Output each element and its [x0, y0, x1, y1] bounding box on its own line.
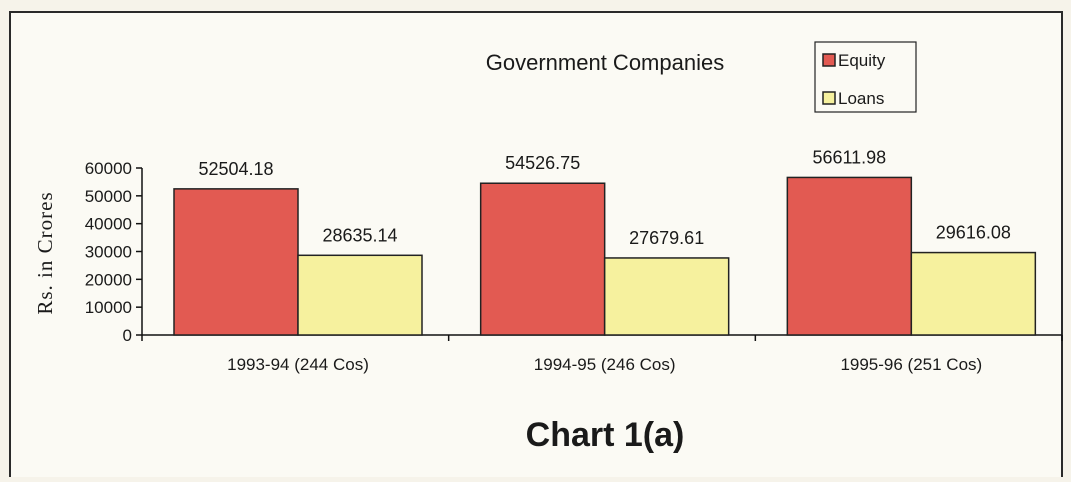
legend-swatch-loans — [822, 91, 836, 105]
data-label-equity: 54526.75 — [505, 153, 580, 173]
chart-caption: Chart 1(a) — [526, 416, 685, 454]
data-label-loans: 27679.61 — [629, 228, 704, 248]
legend-label-equity: Equity — [838, 51, 886, 70]
x-category-label: 1993-94 (244 Cos) — [227, 355, 369, 374]
data-label-loans: 29616.08 — [936, 223, 1011, 243]
data-label-equity: 52504.18 — [198, 159, 273, 179]
bar-loans — [603, 257, 730, 336]
legend-label-loans: Loans — [838, 89, 884, 108]
y-tick-label: 60000 — [85, 159, 132, 178]
y-tick-label: 50000 — [85, 187, 132, 206]
bar-equity — [479, 182, 606, 336]
data-label-equity: 56611.98 — [812, 147, 886, 167]
chart-title: Government Companies — [486, 50, 724, 75]
y-axis-label: Rs. in Crores — [33, 191, 57, 314]
legend: Equity Loans — [814, 41, 917, 113]
legend-swatch-equity — [822, 53, 836, 67]
y-tick-label: 0 — [123, 326, 132, 345]
y-tick-label: 30000 — [85, 243, 132, 262]
bar-equity — [173, 188, 299, 336]
data-label-loans: 28635.14 — [322, 225, 397, 245]
y-tick-label: 10000 — [85, 298, 132, 317]
bar-loans — [297, 254, 423, 336]
bar-equity — [786, 176, 913, 336]
y-tick-label: 20000 — [85, 270, 132, 289]
x-category-label: 1994-95 (246 Cos) — [534, 355, 676, 374]
bar-loans — [910, 251, 1037, 336]
x-category-label: 1995-96 (251 Cos) — [840, 355, 982, 374]
plot-area: 0 10000 20000 30000 40000 50000 60000 1993-94 (… — [85, 147, 1063, 374]
y-tick-label: 40000 — [85, 215, 132, 234]
